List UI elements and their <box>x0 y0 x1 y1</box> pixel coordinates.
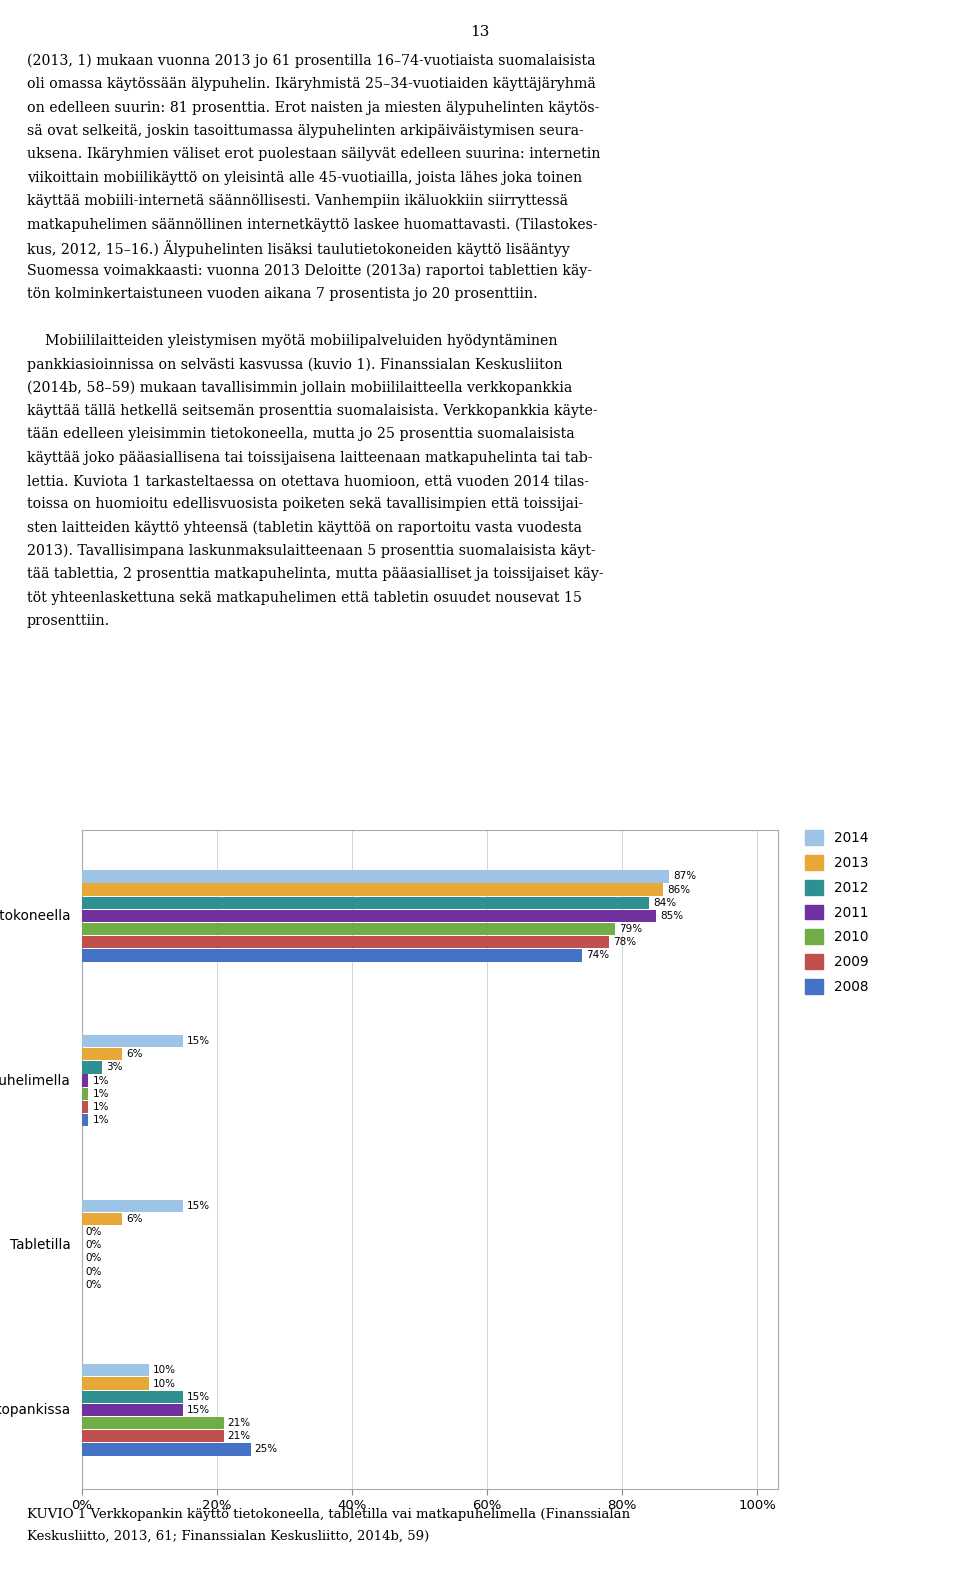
Bar <box>82 1074 88 1087</box>
Bar <box>82 1200 183 1212</box>
Bar <box>82 949 582 962</box>
Bar <box>82 1390 183 1403</box>
Bar <box>82 1212 122 1225</box>
Text: 1%: 1% <box>92 1101 108 1112</box>
Text: 13: 13 <box>470 25 490 40</box>
Bar <box>82 909 656 922</box>
Bar <box>82 924 615 935</box>
Bar <box>82 1365 149 1376</box>
Legend: 2014, 2013, 2012, 2011, 2010, 2009, 2008: 2014, 2013, 2012, 2011, 2010, 2009, 2008 <box>805 830 869 993</box>
Text: lettia. Kuviota 1 tarkasteltaessa on otettava huomioon, että vuoden 2014 tilas-: lettia. Kuviota 1 tarkasteltaessa on ote… <box>27 475 588 487</box>
Text: (2014b, 58–59) mukaan tavallisimmin jollain mobiililaitteella verkkopankkia: (2014b, 58–59) mukaan tavallisimmin joll… <box>27 381 572 395</box>
Text: 1%: 1% <box>92 1089 108 1098</box>
Bar <box>82 1047 122 1060</box>
Text: käyttää mobiili-internetä säännöllisesti. Vanhempiin ikäluokkiin siirryttessä: käyttää mobiili-internetä säännöllisesti… <box>27 194 568 208</box>
Text: käyttää tällä hetkellä seitsemän prosenttia suomalaisista. Verkkopankkia käyte-: käyttää tällä hetkellä seitsemän prosent… <box>27 405 597 417</box>
Text: 74%: 74% <box>586 951 609 960</box>
Text: sten laitteiden käyttö yhteensä (tabletin käyttöä on raportoitu vasta vuodesta: sten laitteiden käyttö yhteensä (tableti… <box>27 521 582 535</box>
Bar <box>82 1417 224 1430</box>
Text: Mobiililaitteiden yleistymisen myötä mobiilipalveluiden hyödyntäminen: Mobiililaitteiden yleistymisen myötä mob… <box>27 333 558 348</box>
Bar <box>82 897 649 909</box>
Text: 85%: 85% <box>660 911 684 920</box>
Text: 2013). Tavallisimpana laskunmaksulaitteenaan 5 prosenttia suomalaisista käyt-: 2013). Tavallisimpana laskunmaksulaittee… <box>27 544 595 559</box>
Text: Suomessa voimakkaasti: vuonna 2013 Deloitte (2013a) raportoi tablettien käy-: Suomessa voimakkaasti: vuonna 2013 Deloi… <box>27 263 592 278</box>
Text: KUVIO 1 Verkkopankin käyttö tietokoneella, tabletilla vai matkapuhelimella (Fina: KUVIO 1 Verkkopankin käyttö tietokoneell… <box>27 1508 630 1520</box>
Bar <box>82 884 662 895</box>
Text: 3%: 3% <box>106 1062 123 1073</box>
Bar <box>82 1430 224 1443</box>
Text: (2013, 1) mukaan vuonna 2013 jo 61 prosentilla 16–74-vuotiaista suomalaisista: (2013, 1) mukaan vuonna 2013 jo 61 prose… <box>27 54 595 68</box>
Text: 10%: 10% <box>154 1365 177 1376</box>
Text: 79%: 79% <box>619 924 642 935</box>
Text: tön kolminkertaistuneen vuoden aikana 7 prosentista jo 20 prosenttiin.: tön kolminkertaistuneen vuoden aikana 7 … <box>27 287 538 302</box>
Text: pankkiasioinnissa on selvästi kasvussa (kuvio 1). Finanssialan Keskusliiton: pankkiasioinnissa on selvästi kasvussa (… <box>27 357 563 371</box>
Text: 10%: 10% <box>154 1379 177 1389</box>
Text: on edelleen suurin: 81 prosenttia. Erot naisten ja miesten älypuhelinten käytös-: on edelleen suurin: 81 prosenttia. Erot … <box>27 100 599 114</box>
Bar <box>82 1114 88 1127</box>
Text: Keskusliitto, 2013, 61; Finanssialan Keskusliitto, 2014b, 59): Keskusliitto, 2013, 61; Finanssialan Kes… <box>27 1530 429 1543</box>
Text: 86%: 86% <box>667 884 690 895</box>
Text: 25%: 25% <box>254 1444 277 1454</box>
Text: 0%: 0% <box>85 1227 102 1236</box>
Text: 21%: 21% <box>228 1419 251 1428</box>
Text: tään edelleen yleisimmin tietokoneella, mutta jo 25 prosenttia suomalaisista: tään edelleen yleisimmin tietokoneella, … <box>27 427 574 441</box>
Text: 1%: 1% <box>92 1116 108 1125</box>
Text: viikoittain mobiilikäyttö on yleisintä alle 45-vuotiailla, joista lähes joka toi: viikoittain mobiilikäyttö on yleisintä a… <box>27 170 582 184</box>
Text: toissa on huomioitu edellisvuosista poiketen sekä tavallisimpien että toissijai-: toissa on huomioitu edellisvuosista poik… <box>27 497 583 511</box>
Text: uksena. Ikäryhmien väliset erot puolestaan säilyvät edelleen suurina: internetin: uksena. Ikäryhmien väliset erot puolesta… <box>27 148 600 162</box>
Text: 0%: 0% <box>85 1279 102 1290</box>
Text: 15%: 15% <box>187 1404 210 1416</box>
Text: oli omassa käytössään älypuhelin. Ikäryhmistä 25–34-vuotiaiden käyttäjäryhmä: oli omassa käytössään älypuhelin. Ikäryh… <box>27 78 595 92</box>
Text: 15%: 15% <box>187 1201 210 1211</box>
Bar <box>82 1101 88 1112</box>
Text: 21%: 21% <box>228 1431 251 1441</box>
Text: 84%: 84% <box>653 898 677 908</box>
Bar <box>82 1404 183 1416</box>
Text: 0%: 0% <box>85 1254 102 1263</box>
Bar <box>82 1443 251 1455</box>
Text: matkapuhelimen säännöllinen internetkäyttö laskee huomattavasti. (Tilastokes-: matkapuhelimen säännöllinen internetkäyt… <box>27 217 597 232</box>
Text: sä ovat selkeitä, joskin tasoittumassa älypuhelinten arkipäiväistymisen seura-: sä ovat selkeitä, joskin tasoittumassa ä… <box>27 124 584 138</box>
Text: 6%: 6% <box>126 1214 143 1224</box>
Text: 15%: 15% <box>187 1036 210 1046</box>
Text: töt yhteenlaskettuna sekä matkapuhelimen että tabletin osuudet nousevat 15: töt yhteenlaskettuna sekä matkapuhelimen… <box>27 590 582 605</box>
Bar <box>82 870 669 882</box>
Text: 78%: 78% <box>612 938 636 947</box>
Text: 1%: 1% <box>92 1076 108 1086</box>
Text: 0%: 0% <box>85 1266 102 1276</box>
Text: 6%: 6% <box>126 1049 143 1059</box>
Bar <box>82 1035 183 1047</box>
Text: kus, 2012, 15–16.) Älypuhelinten lisäksi taulutietokoneiden käyttö lisääntyy: kus, 2012, 15–16.) Älypuhelinten lisäksi… <box>27 241 569 257</box>
Text: 15%: 15% <box>187 1392 210 1401</box>
Bar <box>82 1378 149 1390</box>
Text: käyttää joko pääasiallisena tai toissijaisena laitteenaan matkapuhelinta tai tab: käyttää joko pääasiallisena tai toissija… <box>27 451 592 465</box>
Text: prosenttiin.: prosenttiin. <box>27 614 110 628</box>
Text: 0%: 0% <box>85 1239 102 1251</box>
Text: tää tablettia, 2 prosenttia matkapuhelinta, mutta pääasialliset ja toissijaiset : tää tablettia, 2 prosenttia matkapuhelin… <box>27 567 604 581</box>
Text: 87%: 87% <box>674 871 697 881</box>
Bar <box>82 1087 88 1100</box>
Bar <box>82 936 609 949</box>
Bar <box>82 1062 102 1073</box>
